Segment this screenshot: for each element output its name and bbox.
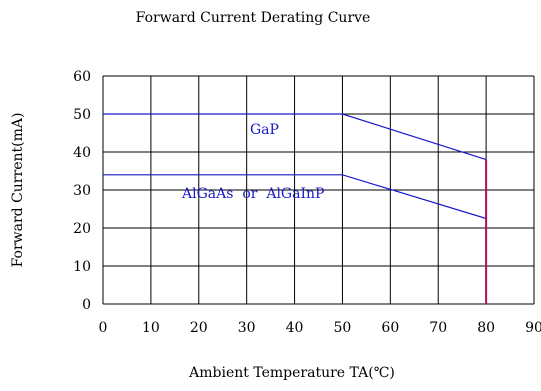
x-tick-label: 10 [142, 320, 160, 336]
x-tick-label: 80 [477, 320, 495, 336]
series-line-0 [103, 113, 487, 161]
series-lines [103, 113, 488, 304]
y-tick-label: 10 [73, 259, 91, 275]
y-tick-label: 40 [73, 145, 91, 161]
series-line-1 [103, 174, 487, 220]
x-tick-label: 40 [286, 320, 304, 336]
y-tick-label: 0 [82, 297, 91, 313]
series-label-1: AlGaAs or AlGaInP [181, 186, 324, 202]
x-tick-label: 0 [99, 320, 108, 336]
x-axis-label: Ambient Temperature TA(℃) [188, 365, 395, 381]
x-tick-label: 60 [381, 320, 399, 336]
x-tick-label: 30 [238, 320, 256, 336]
x-tick-label: 20 [190, 320, 208, 336]
tick-labels: 0 10 20 30 40 50 60 70 80 90 0 10 20 30 40 50 60 [73, 69, 541, 336]
series-label-0: GaP [250, 122, 279, 138]
y-tick-label: 50 [73, 107, 91, 123]
y-tick-label: 60 [73, 69, 91, 85]
series-labels: GaP AlGaAs or AlGaInP [181, 122, 324, 202]
chart-title: Forward Current Derating Curve [136, 10, 371, 26]
x-tick-label: 50 [334, 320, 352, 336]
y-axis-label: Forward Current(mA) [10, 113, 26, 268]
y-tick-label: 20 [73, 221, 91, 237]
y-tick-label: 30 [73, 183, 91, 199]
x-tick-label: 70 [429, 320, 447, 336]
x-tick-label: 90 [525, 320, 541, 336]
